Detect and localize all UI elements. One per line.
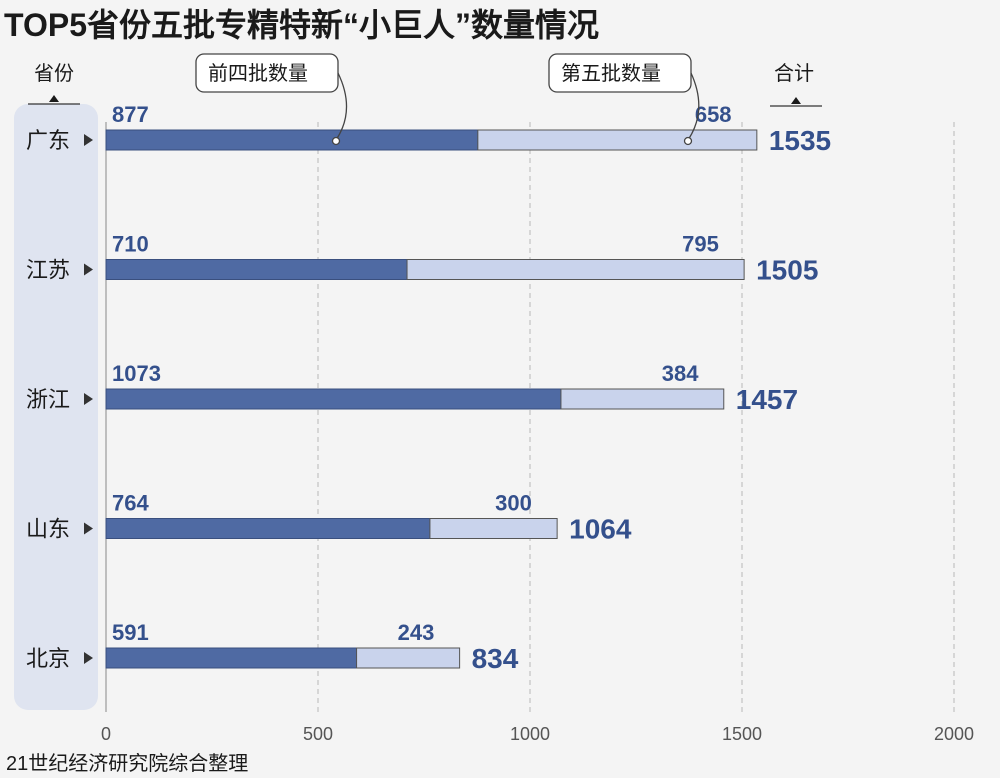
x-tick-label: 2000	[934, 724, 974, 744]
bar-series-2	[560, 388, 725, 410]
category-header-arrow	[49, 95, 59, 102]
legend-leader-series-2	[687, 72, 700, 141]
x-tick-label: 0	[101, 724, 111, 744]
data-label-series-2: 658	[695, 102, 732, 127]
bar-series-2	[356, 647, 461, 669]
category-pointer-icon	[84, 393, 93, 405]
bar-series-1	[105, 647, 358, 669]
data-label-total: 1505	[756, 255, 818, 286]
category-pointer-icon	[84, 652, 93, 664]
category-label: 广东	[26, 128, 70, 153]
bar-series-1	[105, 518, 431, 539]
chart-title: TOP5省份五批专精特新“小巨人”数量情况	[4, 7, 599, 43]
category-pointer-icon	[84, 522, 93, 535]
data-label-series-2: 243	[398, 620, 435, 645]
legend-label-series-1: 前四批数量	[208, 62, 308, 85]
legend-label-series-2: 第五批数量	[561, 62, 661, 85]
data-label-series-1: 764	[112, 491, 149, 516]
x-tick-label: 1000	[510, 724, 550, 744]
data-label-total: 1064	[569, 514, 632, 545]
bar-series-2	[406, 259, 745, 280]
category-label: 江苏	[26, 258, 70, 283]
category-label: 浙江	[26, 387, 70, 412]
total-header-arrow	[791, 97, 801, 104]
data-label-total: 834	[472, 643, 519, 674]
data-label-series-1: 877	[112, 102, 149, 127]
bar-series-2	[477, 129, 758, 151]
data-label-series-1: 591	[112, 620, 149, 645]
category-header: 省份	[34, 62, 74, 85]
bar-series-1	[105, 259, 408, 280]
data-label-series-2: 300	[495, 491, 532, 516]
bar-series-2	[429, 518, 558, 539]
category-pointer-icon	[84, 134, 93, 146]
bar-series-1	[105, 129, 479, 151]
category-band	[14, 104, 98, 710]
data-label-series-2: 384	[662, 361, 699, 386]
x-tick-label: 500	[303, 724, 333, 744]
legend-leader-series-1	[335, 72, 348, 141]
data-label-total: 1535	[769, 125, 831, 156]
x-tick-label: 1500	[722, 724, 762, 744]
legend-dot-series-1	[331, 136, 341, 146]
category-label: 山东	[26, 517, 70, 542]
bar-series-1	[105, 388, 562, 410]
data-label-series-1: 710	[112, 232, 149, 257]
legend-dot-series-2	[683, 136, 693, 146]
category-label: 北京	[26, 646, 70, 671]
source-note: 21世纪经济研究院综合整理	[6, 752, 248, 775]
data-label-series-1: 1073	[112, 361, 161, 386]
data-label-series-2: 795	[682, 232, 719, 257]
category-pointer-icon	[84, 263, 93, 276]
total-header: 合计	[774, 62, 814, 85]
data-label-total: 1457	[736, 384, 798, 415]
